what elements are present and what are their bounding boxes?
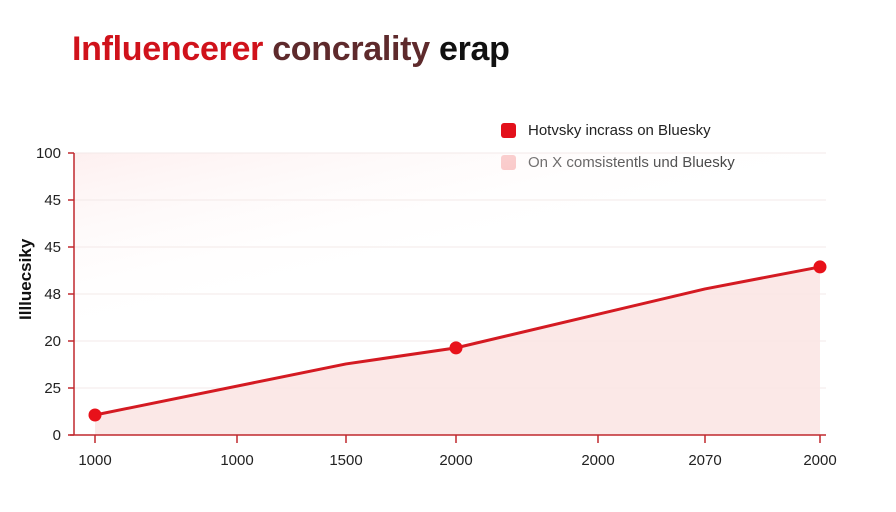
x-tick-label: 2000 xyxy=(581,452,614,469)
y-tick-label: 45 xyxy=(44,192,61,209)
x-tick-label: 2070 xyxy=(688,452,721,469)
x-tick-label: 1000 xyxy=(78,452,111,469)
y-tick-label: 45 xyxy=(44,239,61,256)
data-point xyxy=(88,408,102,422)
legend-label: Hotvsky incrass on Bluesky xyxy=(528,121,711,139)
y-tick-label: 0 xyxy=(53,427,61,444)
y-tick-label: 100 xyxy=(36,145,61,162)
x-tick-label: 1500 xyxy=(329,452,362,469)
y-tick-label: 48 xyxy=(44,286,61,303)
y-tick-label: 20 xyxy=(44,333,61,350)
chart-title-part-2: concrality xyxy=(272,30,430,68)
legend-swatch-icon xyxy=(501,122,516,138)
chart-title: Influencerer concrality erap xyxy=(72,30,510,69)
x-tick-label: 2000 xyxy=(439,452,472,469)
legend-item: Hotvsky incrass on Bluesky xyxy=(501,114,735,146)
data-point xyxy=(449,341,463,355)
chart-title-part-3: erap xyxy=(438,30,510,68)
x-tick-label: 1000 xyxy=(220,452,253,469)
x-tick-label: 2000 xyxy=(803,452,836,469)
data-point xyxy=(813,260,827,274)
chart-title-part-1: Influencerer xyxy=(72,30,264,68)
y-tick-label: 25 xyxy=(44,380,61,397)
